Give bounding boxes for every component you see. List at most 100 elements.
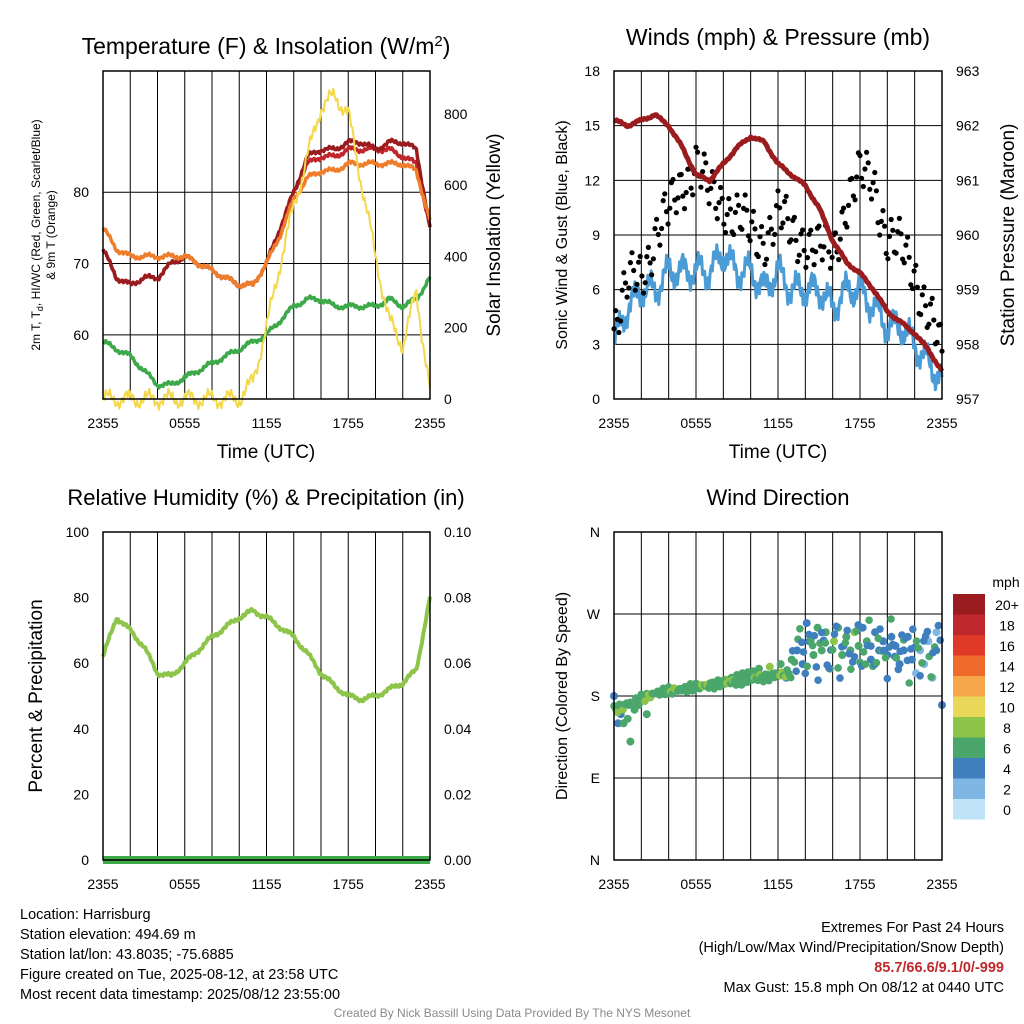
temperature-series-line (102, 275, 432, 390)
gust-point (872, 169, 878, 176)
winds-x-tick-label: 1155 (763, 415, 793, 431)
colorbar-label: 14 (999, 659, 1015, 675)
colorbar-label: 12 (999, 679, 1015, 695)
gust-point (690, 192, 696, 198)
gust-point (780, 220, 786, 226)
gust-point (640, 290, 647, 296)
temperature-y2-tick-label: 200 (444, 320, 468, 336)
direction-point (896, 647, 904, 656)
colorbar-title: mph (992, 574, 1019, 590)
winds-title: Winds (mph) & Pressure (mb) (626, 24, 930, 50)
winds-y2label: Station Pressure (Maroon) (998, 124, 1019, 347)
gust-point (862, 166, 868, 172)
direction-point (887, 615, 895, 623)
station-info: Location: Harrisburg Station elevation: … (20, 905, 340, 1005)
humidity-panel: Relative Humidity (%) & Precipitation (i… (26, 485, 471, 892)
gust-point (765, 230, 771, 236)
temperature-panel: Temperature (F) & Insolation (W/m2) 60 70… (29, 33, 505, 463)
winds-y2-tick-label: 958 (956, 336, 980, 352)
colorbar-swatch (953, 778, 985, 799)
colorbar-swatch (953, 799, 985, 820)
gust-point (655, 231, 661, 238)
gust-point (926, 321, 932, 327)
temperature-title: Temperature (F) & Insolation (W/m2) (82, 33, 451, 59)
direction-point (765, 662, 774, 671)
colorbar-label: 18 (999, 618, 1015, 634)
temperature-y2-tick-label: 600 (444, 177, 468, 193)
gust-point (782, 198, 788, 205)
direction-grid (614, 532, 942, 860)
temperature-y2-tick-label: 400 (444, 248, 468, 264)
gust-point (639, 273, 645, 279)
gust-point (882, 223, 888, 229)
direction-frame (613, 531, 943, 861)
temperature-x-tick-label: 1155 (251, 415, 281, 431)
winds-x-tick-label: 1755 (844, 415, 875, 431)
temperature-ylabel-2: & 9m T (Orange) (44, 190, 58, 280)
direction-point (905, 679, 913, 687)
gust-point (663, 209, 670, 215)
gust-point (923, 303, 929, 309)
winds-y-tick-label: 0 (592, 391, 600, 407)
direction-point (859, 648, 868, 656)
winds-y-ticks: 0 3 6 9 12 15 18 (584, 63, 600, 407)
gust-point (722, 229, 729, 236)
gust-point (791, 214, 798, 220)
credit-text: Created By Nick Bassill Using Data Provi… (333, 1006, 691, 1020)
winds-series (611, 112, 945, 392)
colorbar-swatch (953, 655, 985, 676)
gust-point (757, 234, 763, 240)
gust-point (714, 216, 720, 222)
humidity-x-ticks: 2355 0555 1155 1755 2355 (87, 876, 445, 892)
gust-point (888, 216, 894, 223)
temperature-y-tick-label: 80 (73, 184, 89, 200)
direction-point (852, 627, 861, 635)
direction-point (903, 656, 912, 665)
direction-point (832, 622, 841, 631)
temperature-y2-ticks: 0 200 400 600 800 (444, 106, 468, 407)
gust-point (852, 197, 858, 203)
gust-point (659, 225, 665, 232)
winds-frame (613, 70, 943, 400)
humidity-y2-tick-label: 0.04 (444, 721, 471, 737)
winds-grid (614, 71, 942, 399)
humidity-y-tick-label: 100 (66, 524, 90, 540)
gust-point (673, 210, 679, 216)
direction-point (799, 648, 808, 656)
gust-point (921, 284, 927, 290)
direction-y-tick-label: N (590, 852, 600, 868)
gust-point (619, 287, 625, 293)
gust-point (832, 230, 839, 236)
gust-point (622, 280, 629, 286)
direction-point (810, 631, 819, 640)
direction-point (889, 640, 897, 649)
winds-xlabel: Time (UTC) (729, 442, 828, 463)
direction-y-tick-label: S (591, 688, 600, 704)
gust-point (877, 232, 883, 238)
created-text: Figure created on Tue, 2025-08-12, at 23… (20, 967, 339, 983)
direction-point (838, 651, 847, 659)
temperature-y-tick-label: 60 (73, 327, 89, 343)
gust-point (837, 236, 843, 242)
gust-point (716, 200, 722, 206)
humidity-y-tick-label: 40 (73, 721, 89, 737)
gust-point (929, 295, 935, 301)
gust-point (919, 292, 925, 298)
winds-y-tick-label: 18 (584, 63, 600, 79)
gust-point (763, 256, 770, 262)
gust-point (726, 196, 732, 202)
humidity-x-tick-label: 1755 (333, 876, 364, 892)
temperature-y-tick-label: 70 (73, 256, 89, 272)
gust-point (785, 216, 791, 222)
direction-point (847, 665, 855, 673)
direction-point (808, 641, 817, 650)
direction-point (776, 660, 785, 669)
direction-point (842, 632, 851, 641)
gust-point (808, 227, 814, 233)
location-text: Location: Harrisburg (20, 907, 151, 923)
extremes-title: Extremes For Past 24 Hours (821, 920, 1004, 936)
gust-point (803, 264, 809, 270)
winds-ylabel: Sonic Wind & Gust (Blue, Black) (554, 120, 571, 349)
direction-point (850, 653, 859, 661)
gust-point (793, 237, 799, 243)
